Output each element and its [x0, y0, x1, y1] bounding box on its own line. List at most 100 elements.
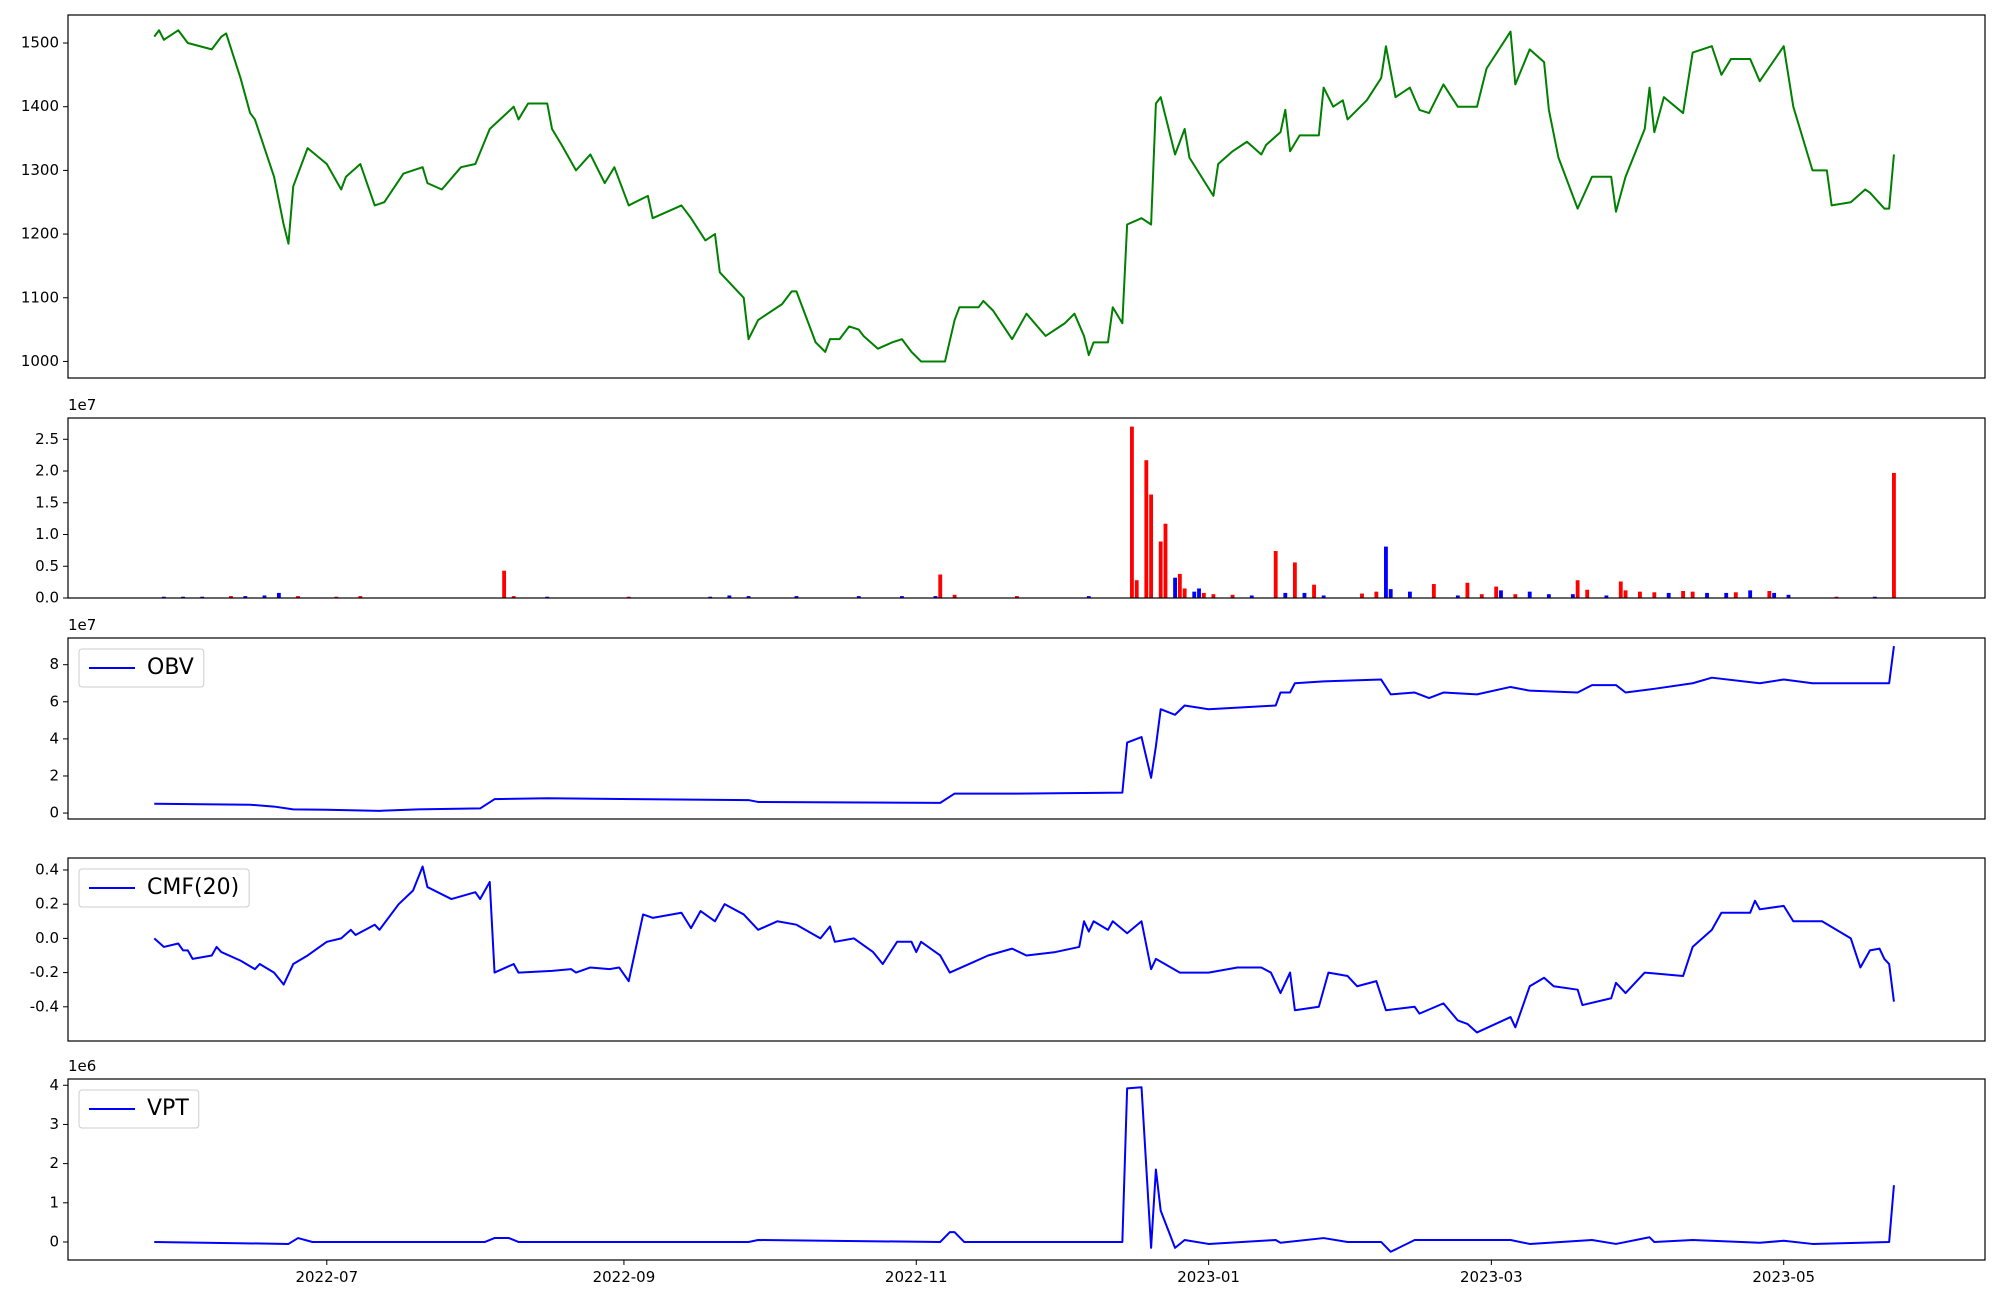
bar	[1388, 589, 1393, 598]
axes-frame	[67, 14, 1986, 379]
y-tick-label: 1400	[21, 97, 59, 115]
bar	[1249, 595, 1254, 598]
bar	[1292, 562, 1297, 598]
bar	[933, 596, 938, 598]
bar	[727, 595, 732, 598]
bar	[1158, 541, 1163, 598]
line	[153, 865, 1895, 1034]
legend-box	[78, 868, 250, 908]
bar	[243, 596, 248, 598]
bar	[1638, 591, 1642, 598]
y-tick-label: 1.0	[35, 525, 59, 543]
x-tick-label: 2022-11	[885, 1268, 948, 1286]
bar	[1527, 591, 1532, 598]
bar	[1360, 593, 1364, 598]
bar	[1149, 494, 1154, 598]
bar	[952, 594, 957, 598]
bar	[899, 596, 904, 598]
bar	[1623, 590, 1628, 598]
x-tick-label: 2023-03	[1460, 1268, 1523, 1286]
bar	[1192, 591, 1197, 598]
y-tick-label: 2	[49, 766, 59, 784]
bar	[200, 596, 205, 598]
bar	[1690, 591, 1695, 598]
bar	[502, 570, 507, 598]
bar	[1465, 582, 1470, 598]
bar	[1705, 592, 1709, 598]
bar	[1513, 594, 1518, 598]
subplot: -0.4 -0.2 0.0 0.2 0.4 CMF(20)	[30, 857, 1986, 1042]
line	[154, 1086, 1895, 1253]
bar	[1767, 591, 1772, 598]
bar	[794, 596, 799, 598]
bar	[276, 592, 281, 598]
bar	[1374, 591, 1379, 598]
bar	[1455, 595, 1460, 598]
bar	[511, 596, 516, 598]
y-tick-label: 1500	[21, 34, 59, 52]
y-tick-label: 0.0	[35, 929, 59, 947]
subplot: 1000 1100 1200 1300 1400 1500	[21, 14, 1986, 379]
y-tick-label: 4	[49, 729, 59, 747]
bar	[262, 595, 267, 598]
bar	[1499, 590, 1503, 598]
x-tick-label: 2022-07	[295, 1268, 358, 1286]
axes-frame	[67, 417, 1986, 599]
y-tick-label: 0	[49, 804, 59, 822]
legend: OBV	[78, 648, 205, 688]
bar	[1604, 595, 1609, 598]
bar	[1273, 551, 1278, 598]
bar	[746, 596, 751, 598]
bar	[1086, 596, 1091, 598]
bar	[708, 596, 713, 598]
legend-label: OBV	[147, 655, 194, 680]
y-tick-label: -0.4	[30, 997, 59, 1015]
x-tick-label: 2023-01	[1177, 1268, 1240, 1286]
bar	[1681, 591, 1685, 598]
axes-frame	[67, 1078, 1986, 1261]
y-tick-label: 0.4	[35, 860, 59, 878]
bar	[1144, 460, 1149, 598]
line	[154, 646, 1895, 812]
subplot: 0.0 0.5 1.0 1.5 2.0 2.5 1e7	[35, 396, 1986, 607]
bar	[1201, 592, 1206, 598]
bar	[1786, 594, 1791, 598]
legend-box	[78, 648, 205, 688]
bar	[229, 596, 233, 598]
bar	[1772, 592, 1777, 598]
bar	[1748, 590, 1753, 598]
axes-frame	[67, 637, 1986, 820]
bar	[1652, 592, 1657, 598]
bar	[1134, 580, 1139, 598]
bar	[1197, 588, 1201, 598]
axes-frame	[67, 857, 1986, 1042]
y-tick-label: 2.5	[35, 430, 59, 448]
y-tick-label: 1.5	[35, 493, 59, 511]
bar	[1570, 594, 1575, 598]
y-tick-label: 8	[49, 655, 59, 673]
bar	[1872, 596, 1877, 598]
bar	[1312, 584, 1316, 598]
legend-label: VPT	[147, 1096, 189, 1121]
bar	[1283, 592, 1288, 598]
bar	[1163, 523, 1168, 598]
y-tick-label: 1000	[21, 352, 59, 370]
bar	[1618, 581, 1623, 598]
y-tick-label: 6	[49, 692, 59, 710]
bar	[1014, 596, 1019, 598]
bar	[1724, 592, 1729, 598]
bar	[1733, 592, 1738, 598]
y-tick-label: 0.2	[35, 895, 59, 913]
bar	[1302, 592, 1307, 598]
bar	[545, 596, 550, 598]
subplot: 0 1 2 3 4 2022-07 2022-09 2022-11 2023-01 2023-03…	[49, 1057, 1986, 1286]
offset-label: 1e7	[68, 396, 96, 414]
subplot: 0 2 4 6 8 1e7 OBV	[49, 616, 1986, 822]
bar	[1211, 594, 1216, 598]
bar	[1407, 591, 1412, 598]
bar	[1177, 573, 1182, 598]
bar	[1834, 596, 1839, 598]
